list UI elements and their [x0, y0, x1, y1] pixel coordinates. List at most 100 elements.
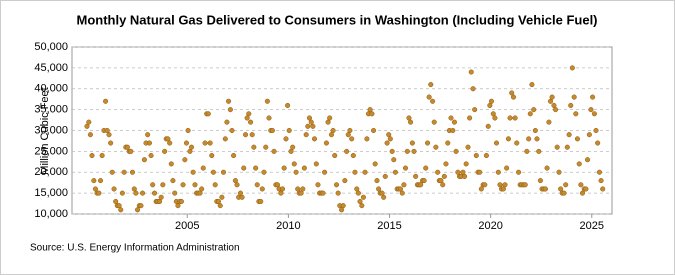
- data-point: [180, 182, 186, 188]
- data-point: [84, 123, 90, 129]
- data-point: [563, 182, 569, 188]
- data-point: [274, 182, 281, 188]
- data-point: [546, 119, 552, 125]
- data-point: [463, 161, 469, 167]
- data-point: [591, 111, 597, 117]
- data-point: [359, 203, 365, 209]
- data-point: [295, 186, 301, 192]
- data-point: [468, 69, 474, 75]
- data-point: [531, 107, 537, 113]
- data-point: [172, 190, 178, 196]
- data-point: [573, 111, 579, 117]
- data-point: [175, 203, 181, 209]
- data-point: [288, 148, 294, 154]
- data-point: [522, 182, 528, 188]
- data-point: [131, 186, 137, 192]
- data-point: [551, 102, 557, 108]
- data-point: [261, 169, 267, 175]
- y-tick-label: 20,000: [34, 166, 68, 178]
- data-point: [190, 169, 196, 175]
- data-point: [133, 190, 139, 196]
- data-point: [162, 148, 168, 154]
- data-point: [600, 186, 606, 192]
- data-point: [290, 144, 296, 150]
- data-point: [423, 165, 429, 171]
- data-point: [271, 148, 277, 154]
- data-point: [246, 111, 252, 117]
- data-point: [421, 178, 427, 184]
- data-point: [448, 115, 454, 121]
- data-point: [333, 182, 340, 188]
- data-point: [140, 190, 146, 196]
- data-point: [264, 98, 270, 104]
- data-point: [116, 203, 122, 209]
- data-point: [569, 65, 575, 71]
- data-point: [220, 169, 227, 175]
- data-point: [425, 140, 431, 146]
- data-point: [269, 127, 275, 134]
- data-point: [371, 127, 377, 134]
- data-point: [455, 169, 461, 175]
- data-point: [305, 123, 311, 129]
- data-point: [367, 107, 373, 113]
- data-point: [430, 98, 436, 104]
- data-point: [322, 169, 328, 175]
- data-point: [210, 169, 216, 175]
- data-point: [345, 132, 351, 138]
- data-point: [263, 144, 269, 150]
- data-point: [399, 190, 405, 196]
- data-point: [488, 98, 495, 104]
- y-tick-label: 30,000: [34, 124, 68, 136]
- data-point: [199, 186, 205, 192]
- data-point: [183, 140, 190, 146]
- data-point: [354, 186, 360, 192]
- data-point: [554, 144, 560, 150]
- data-point: [219, 194, 225, 200]
- data-point: [266, 115, 272, 121]
- data-point: [576, 161, 582, 167]
- data-point: [558, 186, 564, 192]
- data-point: [529, 82, 535, 88]
- data-point: [507, 115, 513, 121]
- data-point: [443, 161, 449, 167]
- data-point: [564, 144, 570, 150]
- data-point: [121, 169, 127, 175]
- data-point: [215, 198, 221, 205]
- data-point: [524, 148, 530, 154]
- data-point: [596, 169, 603, 175]
- data-point: [482, 182, 488, 188]
- data-point: [303, 132, 309, 138]
- data-point: [428, 82, 434, 88]
- data-point: [311, 136, 318, 142]
- data-point: [593, 127, 599, 134]
- data-point: [278, 190, 284, 196]
- data-point: [158, 194, 164, 200]
- data-point: [435, 169, 441, 175]
- data-point: [342, 178, 348, 184]
- data-point: [224, 119, 230, 125]
- data-point: [129, 169, 136, 175]
- data-point: [379, 190, 385, 196]
- data-point: [325, 119, 331, 125]
- data-point: [487, 102, 493, 108]
- data-point: [505, 136, 511, 142]
- data-point: [382, 173, 388, 179]
- data-point: [411, 148, 417, 154]
- data-point: [285, 102, 291, 108]
- data-point: [502, 182, 508, 188]
- data-point: [500, 186, 506, 192]
- data-point: [340, 203, 346, 209]
- data-point: [99, 153, 105, 159]
- data-point: [384, 140, 390, 146]
- data-point: [87, 132, 93, 138]
- data-point: [527, 111, 533, 117]
- data-point: [438, 178, 444, 184]
- data-point: [352, 169, 358, 175]
- data-point: [146, 140, 153, 146]
- data-point: [391, 157, 397, 163]
- data-point: [349, 136, 355, 142]
- data-point: [197, 190, 203, 196]
- data-point: [86, 119, 92, 125]
- data-point: [332, 153, 338, 159]
